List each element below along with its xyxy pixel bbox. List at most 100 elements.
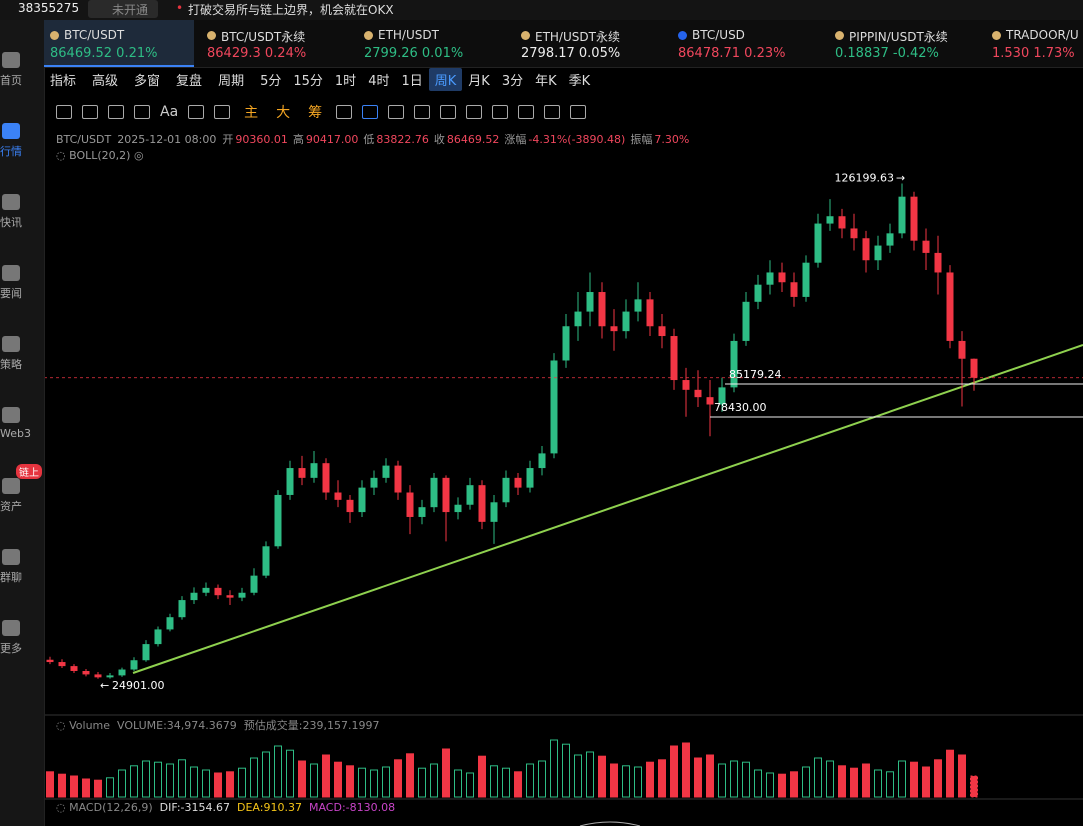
sidebar: 首页 行情 快讯 要闻 策略 Web3 资产 链上 群聊 更多 (0, 20, 45, 826)
candle-body (562, 326, 570, 361)
draw-icon[interactable] (518, 105, 535, 119)
volume-bar (250, 757, 258, 798)
candle-body (178, 600, 186, 618)
nav-icon (2, 52, 20, 68)
notice[interactable]: 打破交易所与链上边界，机会就在OKX (188, 3, 394, 17)
draw-icon[interactable] (492, 105, 509, 119)
period-button[interactable]: 5分 (260, 74, 282, 89)
volume-bar (814, 757, 822, 798)
nav-icon (2, 407, 20, 423)
draw-icon[interactable] (214, 105, 231, 119)
candle-body (154, 629, 162, 645)
ticker-quote: 86478.71 0.23% (678, 46, 785, 61)
draw-icon[interactable] (108, 105, 124, 119)
text-tool[interactable]: Aa (160, 104, 179, 120)
drawing-toolbar: Aa 主 大 筹 (44, 94, 1083, 130)
overlay-tool[interactable]: 主 (244, 105, 259, 121)
period-button[interactable]: 3分 (501, 74, 524, 89)
candle-body (730, 340, 738, 388)
ticker-quote: 86469.52 0.21% (50, 46, 157, 61)
period-button[interactable]: 年K (535, 74, 557, 89)
candle-body (298, 468, 306, 478)
period-button[interactable]: 4时 (368, 74, 390, 89)
ticker[interactable]: ETH/USDT 2799.26 0.01% (358, 20, 508, 67)
candle-body (886, 233, 894, 246)
period-button[interactable]: 周K (428, 68, 463, 91)
ticker-change: -0.42% (892, 46, 939, 61)
ticker[interactable]: TRADOOR/U 1.530 1.73% (986, 20, 1083, 67)
volume-bar (58, 773, 66, 798)
draw-icon[interactable] (82, 105, 98, 119)
candle-body (814, 223, 822, 263)
candle-body (250, 575, 258, 593)
draw-icon[interactable] (466, 105, 483, 119)
tool-button[interactable]: 周期 (218, 74, 245, 89)
volume-bar (298, 760, 306, 798)
overlay-tool[interactable]: 筹 (308, 105, 323, 121)
draw-icon[interactable] (362, 105, 379, 119)
ticker[interactable]: ETH/USDT永续 2798.17 0.05% (515, 20, 665, 67)
period-button[interactable]: 15分 (293, 74, 323, 89)
candle-body (406, 492, 414, 517)
field-value: 83822.76 (376, 133, 429, 146)
ticker[interactable]: BTC/USDT 86469.52 0.21% (44, 20, 194, 67)
candle-body (694, 389, 702, 398)
candle-body (310, 463, 318, 478)
volume-bar (106, 777, 114, 798)
candle-body (226, 595, 234, 598)
ticker[interactable]: PIPPIN/USDT永续 0.18837 -0.42% (829, 20, 979, 67)
draw-icon[interactable] (440, 105, 457, 119)
draw-icon[interactable] (188, 105, 205, 119)
period-button[interactable]: 月K (468, 74, 490, 89)
volume-bar (238, 767, 246, 798)
volume-estimate: 预估成交量:239,157.1997 (243, 719, 380, 732)
volume-bar (394, 759, 402, 798)
volume-bar (214, 772, 222, 798)
candle-body (454, 504, 462, 513)
tool-button[interactable]: 复盘 (176, 74, 203, 89)
ticker[interactable]: BTC/USDT永续 86429.3 0.24% (201, 20, 351, 67)
ticker-quote: 2798.17 0.05% (521, 46, 620, 61)
volume-bar (622, 765, 630, 798)
time: 2025-12-01 08:00 (117, 133, 217, 146)
ticker-name: BTC/USDT永续 (221, 30, 306, 44)
volume-bar (442, 748, 450, 798)
candle-body (754, 284, 762, 302)
tool-button[interactable]: 多窗 (134, 74, 161, 89)
draw-icon[interactable] (134, 105, 150, 119)
high-arrow: → (896, 171, 905, 184)
candle-body (502, 477, 510, 503)
draw-icon[interactable] (388, 105, 405, 119)
candle-body (574, 311, 582, 327)
field-value: 90360.01 (235, 133, 288, 146)
draw-icon[interactable] (56, 105, 72, 119)
tool-button[interactable]: 高级 (92, 74, 119, 89)
volume-bar (586, 751, 594, 798)
candle-body (778, 272, 786, 283)
period-button[interactable]: 1时 (334, 74, 357, 89)
candle-body (586, 292, 594, 312)
ticker-icon (364, 31, 373, 40)
candle-body (70, 666, 78, 671)
draw-icon[interactable] (570, 105, 587, 119)
ticker-change: 0.01% (421, 46, 464, 61)
period-button[interactable]: 季K (568, 74, 591, 89)
volume-bar (898, 760, 906, 798)
draw-icon[interactable] (544, 105, 561, 119)
candle-body (742, 301, 750, 341)
candle-body (718, 387, 726, 405)
ticker-name: ETH/USDT (378, 28, 439, 42)
ticker[interactable]: BTC/USD 86478.71 0.23% (672, 20, 822, 67)
candle-body (706, 397, 714, 405)
period-button[interactable]: 1日 (401, 74, 423, 89)
volume-bar (598, 755, 606, 798)
candle-body (262, 546, 270, 576)
volume-bar (538, 760, 546, 798)
overlay-tool[interactable]: 大 (276, 105, 291, 121)
draw-icon[interactable] (336, 105, 353, 119)
volume-bar (922, 766, 930, 798)
tool-button[interactable]: 指标 (50, 74, 77, 89)
draw-icon[interactable] (414, 105, 431, 119)
volume-bar (82, 778, 90, 798)
ticker-bar: BTC/USDT 86469.52 0.21% BTC/USDT永续 86429.3 … (44, 20, 1083, 68)
